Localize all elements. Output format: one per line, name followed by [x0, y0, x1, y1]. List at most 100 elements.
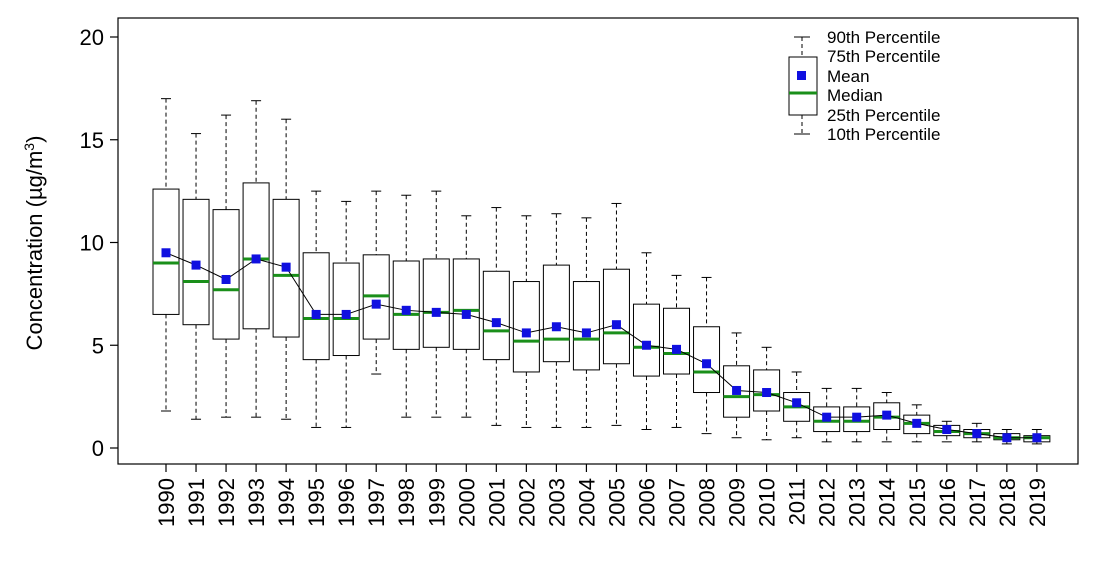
x-tick-label: 2019: [1025, 478, 1050, 527]
legend: 90th Percentile 75th Percentile Mean Med…: [788, 28, 940, 144]
box-2003: [542, 213, 570, 428]
mean-marker: [702, 359, 712, 369]
x-tick-label: 2007: [665, 478, 690, 527]
x-tick-label: 2006: [634, 478, 659, 527]
x-tick-label: 2008: [695, 478, 720, 527]
mean-marker: [281, 262, 291, 272]
legend-label-p90: 90th Percentile: [827, 28, 940, 47]
x-tick-label: 1991: [184, 478, 209, 527]
legend-label-median: Median: [827, 86, 883, 105]
box-2006: [632, 252, 660, 431]
y-axis-title-suffix: ): [22, 136, 47, 143]
mean-marker: [732, 385, 742, 395]
box-1998: [392, 194, 420, 418]
y-axis-title-superscript: 3: [21, 143, 37, 151]
box-iqr: [452, 258, 480, 350]
x-tick-label: 2002: [514, 478, 539, 527]
box-2005: [602, 202, 630, 426]
mean-marker: [822, 412, 832, 422]
mean-marker: [852, 412, 862, 422]
box-2008: [693, 276, 721, 435]
x-tick-label: 1993: [244, 478, 269, 527]
box-1991: [182, 133, 210, 420]
mean-marker: [912, 418, 922, 428]
x-tick-label: 2012: [815, 478, 840, 527]
legend-label-mean: Mean: [827, 67, 870, 86]
x-tick-label: 2015: [905, 478, 930, 527]
box-1997: [362, 190, 390, 375]
box-2002: [512, 215, 540, 428]
mean-marker: [461, 309, 471, 319]
x-tick-label: 2003: [544, 478, 569, 527]
x-tick-label: 2017: [965, 478, 990, 527]
mean-marker: [551, 322, 561, 332]
box-iqr: [482, 270, 510, 361]
mean-marker: [521, 328, 531, 338]
box-2001: [482, 207, 510, 426]
x-axis: 1990 1991 1992 1993 1994 1995 1996 1997 1998 1999…: [154, 464, 1050, 527]
x-tick-label: 2014: [875, 478, 900, 527]
x-tick-label: 1997: [364, 478, 389, 527]
plot-area: [117, 17, 1079, 465]
mean-marker: [792, 398, 802, 408]
mean-marker: [611, 320, 621, 330]
x-tick-label: 2000: [454, 478, 479, 527]
x-tick-label: 1996: [334, 478, 359, 527]
box-iqr: [542, 264, 570, 363]
y-tick-label: 20: [80, 25, 104, 50]
y-axis: 0 5 10 15 20: [80, 25, 118, 461]
legend-label-p75: 75th Percentile: [827, 47, 940, 66]
x-tick-label: 1998: [394, 478, 419, 527]
x-tick-label: 2004: [574, 478, 599, 527]
mean-marker: [1002, 433, 1012, 443]
mean-marker: [882, 410, 892, 420]
mean-marker: [581, 328, 591, 338]
mean-line: [165, 252, 1037, 439]
mean-marker: [371, 299, 381, 309]
x-tick-label: 2005: [604, 478, 629, 527]
mean-marker: [161, 248, 171, 258]
y-tick-label: 0: [92, 436, 104, 461]
box-2012: [813, 387, 841, 443]
mean-marker: [431, 307, 441, 317]
mean-marker: [251, 254, 261, 264]
mean-marker: [221, 274, 231, 284]
mean-marker: [191, 260, 201, 270]
x-tick-label: 2013: [845, 478, 870, 527]
x-tick-label: 2011: [785, 478, 810, 525]
legend-label-p25: 25th Percentile: [827, 106, 940, 125]
mean-marker: [942, 425, 952, 435]
box-iqr: [632, 303, 660, 377]
box-1992: [212, 114, 240, 418]
y-axis-title: Concentration (µg/m3): [21, 136, 47, 351]
box-2009: [723, 332, 751, 439]
legend-mean-marker: [797, 71, 806, 80]
x-tick-label: 2016: [935, 478, 960, 527]
x-tick-label: 1990: [154, 478, 179, 527]
box-iqr: [422, 258, 450, 348]
x-tick-label: 2001: [484, 478, 509, 527]
mean-marker: [972, 429, 982, 439]
mean-marker: [341, 309, 351, 319]
box-iqr: [572, 281, 600, 371]
x-tick-label: 2018: [995, 478, 1020, 527]
box-2000: [452, 215, 480, 418]
legend-box: [788, 56, 818, 116]
x-tick-label: 1992: [214, 478, 239, 527]
box-iqr: [512, 281, 540, 373]
box-iqr: [212, 209, 240, 340]
x-tick-label: 1995: [304, 478, 329, 527]
box-iqr: [663, 307, 691, 375]
box-1999: [422, 190, 450, 418]
mean-marker: [1032, 433, 1042, 443]
x-tick-label: 1994: [274, 478, 299, 527]
y-tick-label: 15: [80, 128, 104, 153]
box-iqr: [392, 260, 420, 350]
box-iqr: [302, 252, 330, 361]
box-iqr: [332, 262, 360, 357]
mean-marker: [762, 388, 772, 398]
x-tick-label: 2009: [725, 478, 750, 527]
mean-marker: [641, 340, 651, 350]
mean-marker: [491, 318, 501, 328]
